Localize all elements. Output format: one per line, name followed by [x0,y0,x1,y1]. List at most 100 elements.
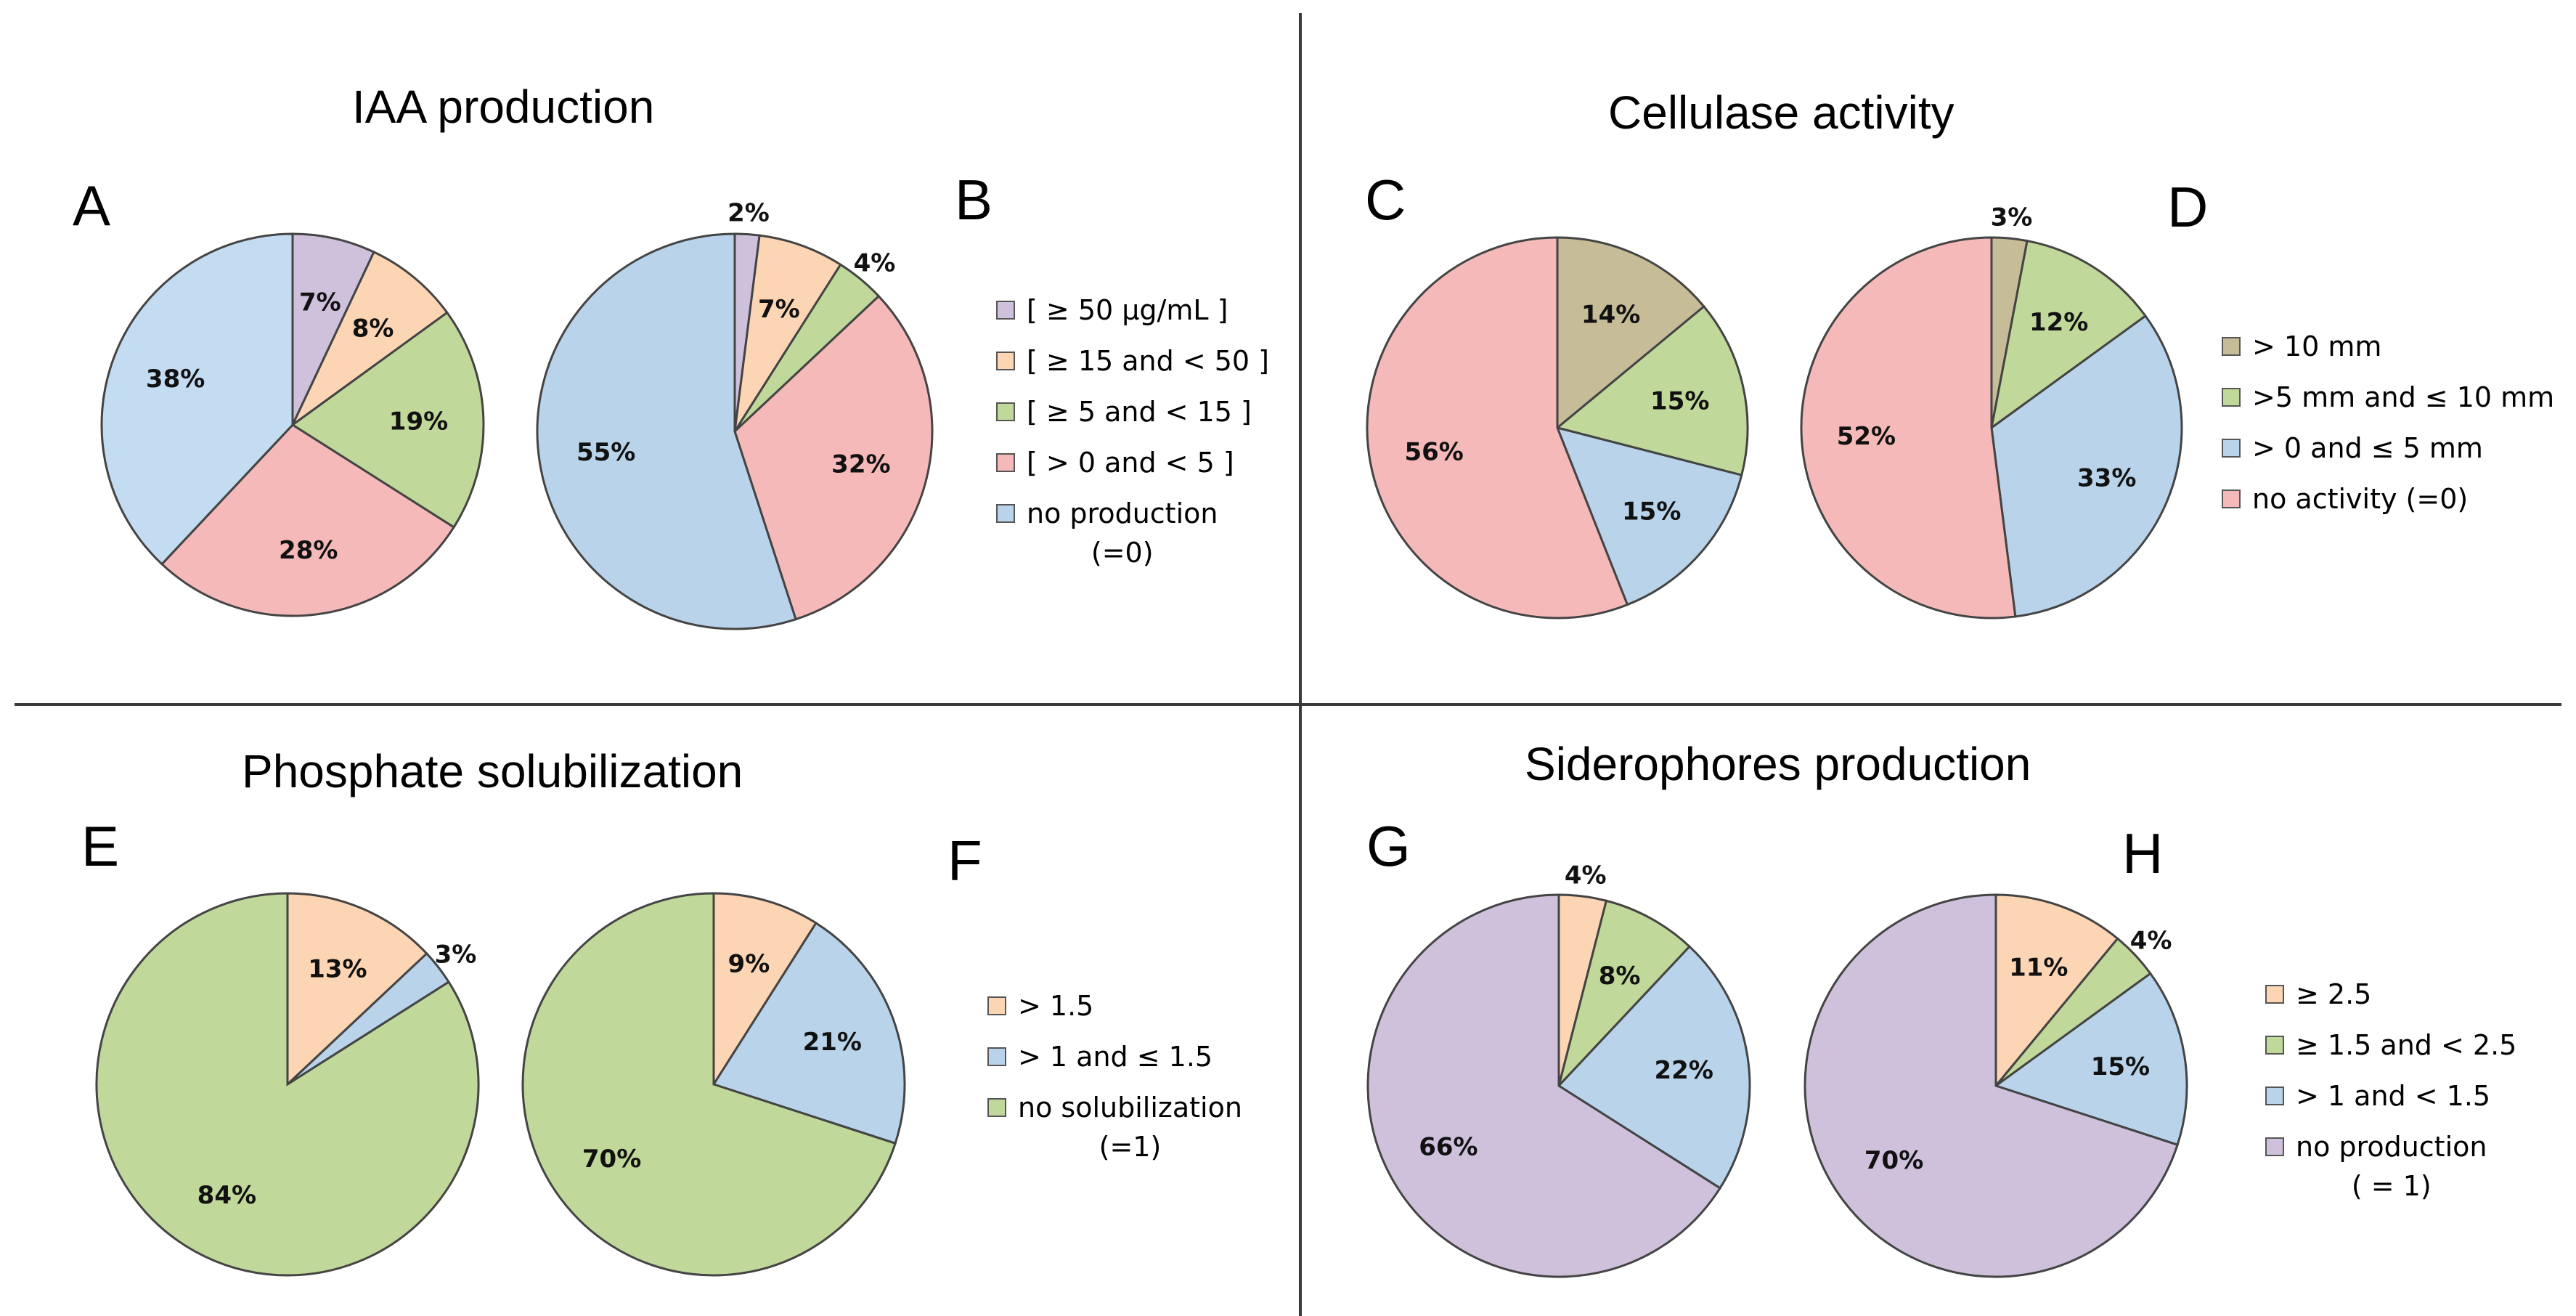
slice-label: 70% [1864,1146,1923,1175]
panel-letter-d: D [2167,175,2209,239]
panel-letter-b: B [955,168,993,232]
pie-slice [1557,899,1692,1087]
panel-letter-a: A [73,174,111,237]
pie-slice [100,232,294,566]
legend-swatch [2265,985,2284,1004]
legend-swatch [2265,1137,2284,1156]
legend-label: [ > 0 and < 5 ] [1027,447,1234,479]
pie-slice [1554,304,1749,476]
pie-slice [1800,236,2017,620]
legend-label: no solubilization [1018,1092,1242,1124]
legend-swatch [987,1047,1006,1066]
panel-letter-g: G [1366,814,1411,878]
slice-label: 33% [2077,464,2136,493]
legend-item: no activity (=0) [2222,479,2554,519]
slice-label: 66% [1419,1133,1477,1162]
legend-swatch [987,1098,1006,1117]
slice-label: 8% [1599,962,1641,991]
slice-label: 11% [2009,954,2068,983]
legend-label: > 1.5 [1018,990,1094,1022]
pie-chart-b: 2% 7% 4% 32% 55% [536,199,934,630]
slice-label: 84% [197,1181,256,1210]
slice-label: 12% [2029,308,2088,337]
legend-swatch [987,996,1006,1015]
legend-label: no activity (=0) [2252,483,2469,515]
legend-phosphate: > 1.5 > 1 and ≤ 1.5 no solubilization (=1… [987,986,1242,1178]
legend-item: [ > 0 and < 5 ] [996,443,1269,482]
slice-label: 2% [727,199,770,228]
slice-label: 19% [389,407,448,436]
pie-slice [536,232,797,630]
legend-swatch [2265,1036,2284,1055]
legend-item: no production ( = 1) [2265,1127,2516,1206]
legend-swatch [996,453,1015,472]
slice-label: 28% [279,536,338,565]
pie-chart-c: 14% 15% 15% 56% [1366,236,1749,620]
horizontal-divider [15,703,2561,706]
pie-slice [286,892,428,1087]
slice-label: 22% [1655,1056,1713,1085]
legend-label: [ ≥ 50 µg/mL ] [1027,294,1228,326]
pie-chart-a: 7% 8% 19% 28% 38% [100,232,485,617]
vertical-divider [1299,13,1302,1316]
pie-slice [1990,314,2183,618]
pie-slice [1366,236,1629,620]
pie-slice [521,892,897,1277]
slice-label: 15% [2091,1052,2150,1081]
pie-slice [291,232,375,426]
iaa-title: IAA production [352,81,655,133]
slice-label: 3% [1991,203,2033,232]
pie-slice [1993,972,2188,1147]
legend-label: > 1 and < 1.5 [2296,1080,2491,1112]
slice-label: 4% [2130,926,2172,955]
legend-cellulase: > 10 mm >5 mm and ≤ 10 mm > 0 and ≤ 5 mm… [2222,327,2554,530]
slice-label: 3% [435,940,477,969]
legend-item: ≥ 1.5 and < 2.5 [2265,1025,2516,1065]
slice-label: 15% [1650,386,1709,415]
pie-slice [1555,426,1743,606]
legend-swatch [996,504,1015,523]
legend-item: > 1.5 [987,986,1242,1025]
panel-letter-f: F [947,829,982,893]
legend-item: [ ≥ 50 µg/mL ] [996,291,1269,330]
pie-slice [733,234,842,432]
pie-slice [290,311,485,529]
legend-label: [ ≥ 15 and < 50 ] [1027,345,1270,377]
legend-item: > 1 and ≤ 1.5 [987,1037,1242,1076]
legend-item: >5 mm and ≤ 10 mm [2222,378,2554,417]
legend-swatch [2222,439,2241,458]
slice-label: 15% [1622,497,1681,526]
pie-slice [95,892,480,1277]
slice-label: 7% [758,295,800,324]
legend-label: > 10 mm [2252,330,2382,362]
pie-chart-f: 9% 21% 70% [521,892,906,1277]
panel-letter-h: H [2122,821,2164,885]
slice-label: 52% [1837,422,1896,451]
pie-slice [1994,893,2119,1089]
legend-iaa: [ ≥ 50 µg/mL ] [ ≥ 15 and < 50 ] [ ≥ 5 a… [996,291,1269,584]
slice-label: 56% [1404,437,1463,466]
siderophores-title: Siderophores production [1525,738,2031,790]
pie-slice [1366,893,1722,1278]
pie-slice [733,294,934,621]
slice-label: 7% [299,288,341,317]
panel-letter-c: C [1365,168,1406,232]
pie-slice [291,251,449,426]
slice-label: 4% [1565,861,1607,890]
legend-item: > 0 and ≤ 5 mm [2222,428,2554,468]
legend-label: > 0 and ≤ 5 mm [2252,432,2483,464]
slice-label: 32% [831,450,890,479]
legend-item: > 10 mm [2222,327,2554,366]
legend-swatch [2265,1086,2284,1105]
legend-item: no production (=0) [996,494,1269,572]
legend-swatch [2222,490,2241,508]
legend-sublabel: (=1) [1099,1131,1162,1163]
pie-chart-h: 11% 4% 15% 70% [1803,893,2188,1278]
slice-label: 13% [308,955,367,984]
slice-label: 21% [803,1028,862,1057]
pie-slice [712,921,906,1145]
legend-sublabel: ( = 1) [2351,1170,2432,1202]
legend-swatch [2222,337,2241,356]
pie-chart-e: 13% 3% 84% [95,892,480,1277]
pie-slice [1803,893,2180,1278]
